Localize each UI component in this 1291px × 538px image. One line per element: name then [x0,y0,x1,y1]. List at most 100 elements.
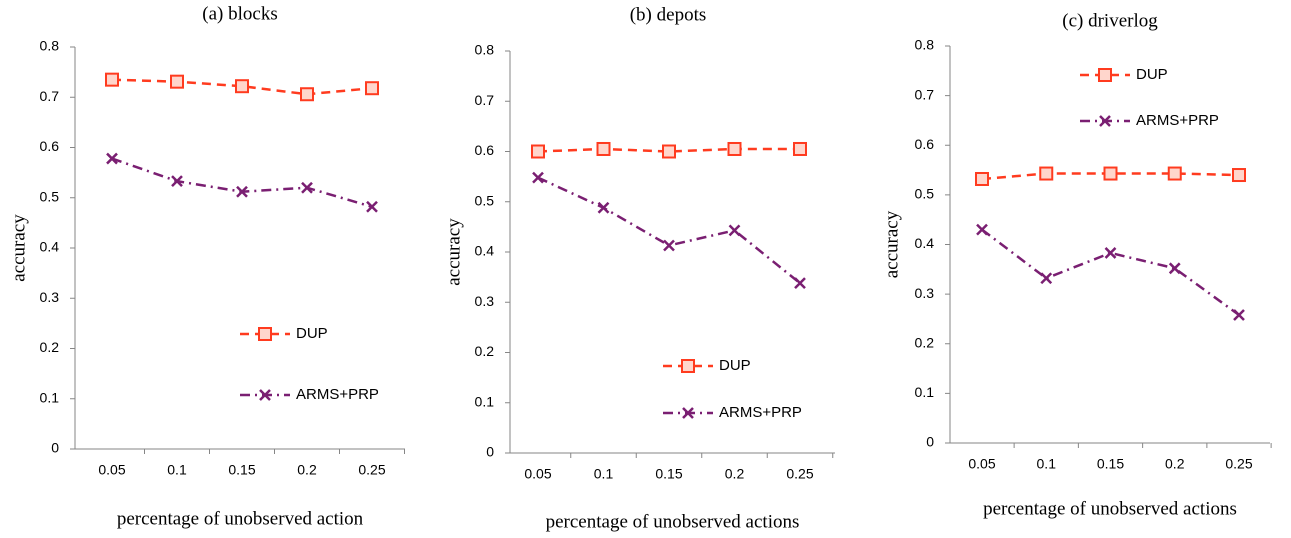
x-tick-label: 0.1 [594,466,614,482]
chart-title: (b) depots [630,4,707,25]
x-axis-label: percentage of unobserved actions [983,498,1237,519]
chart-title: (a) blocks [202,3,277,24]
y-tick-label: 0.8 [915,37,935,53]
y-axis-label: accuracy [881,210,902,278]
marker-square [1039,166,1054,181]
y-tick-label: 0.1 [40,389,60,405]
y-axis-label: accuracy [8,214,29,282]
legend-marker [259,389,271,401]
x-tick-label: 0.15 [1097,456,1124,472]
marker-x [663,239,675,252]
legend-label: DUP [1136,66,1168,83]
y-tick-label: 0.8 [475,42,495,58]
marker-square [170,74,184,89]
y-tick-label: 0.5 [40,188,60,204]
y-tick-label: 0.1 [915,384,935,400]
marker-square [596,141,611,156]
marker-x [1233,309,1245,321]
chart: (b) depots 0 0.1 0.2 0.3 0.4 0.5 0.6 0.7 0.8 0.05 0… [443,4,835,532]
legend-marker [682,407,694,419]
y-tick-label: 0.6 [915,136,935,152]
legend-label: DUP [719,357,751,374]
series-line [537,147,800,153]
y-tick-label: 0.3 [40,289,60,305]
x-tick-label: 0.25 [786,466,813,482]
legend-label: ARMS+PRP [1136,112,1219,129]
x-tick-label: 0.05 [524,466,551,482]
x-tick-label: 0.05 [98,462,125,478]
marker-square [1103,166,1118,181]
marker-x [366,200,378,213]
x-axis-label: percentage of unobserved actions [546,511,800,532]
x-tick-label: 0.2 [1165,456,1185,472]
legend-label: DUP [296,325,328,342]
marker-x [1104,247,1117,259]
series-line [537,176,801,285]
y-axis-label: accuracy [443,218,464,286]
marker-square [531,144,545,159]
marker-x [1168,262,1181,275]
marker-square [727,141,742,156]
marker-square [793,141,807,156]
legend-marker [258,327,272,341]
marker-square [365,81,379,96]
marker-x [976,223,988,236]
marker-x [236,185,248,198]
y-tick-label: 0.7 [915,86,935,102]
legend-label: ARMS+PRP [296,386,379,403]
series-line [981,228,1240,316]
y-tick-label: 0.2 [40,339,60,355]
marker-square [300,87,314,102]
y-tick-label: 0.8 [40,38,60,54]
legend-marker [681,359,695,373]
marker-square [975,171,989,186]
x-tick-label: 0.1 [167,462,187,478]
legend-marker [1099,115,1111,127]
marker-x [106,152,118,165]
y-tick-label: 0.6 [475,142,495,158]
chart: (a) blocks 0 0.1 0.2 0.3 0.4 0.5 0.6 0.7 0.8 0.05 0… [8,3,405,529]
y-tick-label: 0.4 [40,239,60,255]
x-tick-label: 0.2 [297,462,317,478]
marker-square [105,72,119,87]
marker-x [794,277,806,290]
y-tick-label: 0.1 [475,393,495,409]
x-tick-label: 0.05 [968,456,995,472]
series-line [111,78,373,96]
x-tick-label: 0.25 [358,462,385,478]
y-tick-label: 0.2 [475,343,495,359]
chart-title: (c) driverlog [1062,10,1158,31]
x-axis-label: percentage of unobserved action [117,508,364,529]
y-tick-label: 0.7 [40,88,60,104]
y-tick-label: 0.5 [475,192,495,208]
y-tick-label: 0.5 [915,186,935,202]
y-tick-label: 0.4 [475,243,495,259]
legend-marker [1098,68,1112,82]
y-tick-label: 0.7 [475,92,495,108]
marker-x [1040,272,1053,285]
legend-label: ARMS+PRP [719,404,802,421]
marker-square [235,79,249,94]
marker-x [301,181,313,194]
marker-x [171,175,183,188]
marker-x [728,224,741,237]
x-tick-label: 0.15 [228,462,255,478]
y-tick-label: 0.4 [915,235,935,251]
marker-x [597,201,610,214]
chart: (c) driverlog 0 0.1 0.2 0.3 0.4 0.5 0.6 0.7 0.8 0.… [881,10,1272,519]
marker-square [1167,166,1182,181]
y-tick-label: 0 [51,440,59,456]
y-tick-label: 0 [926,434,934,450]
y-tick-label: 0.3 [915,285,935,301]
x-tick-label: 0.2 [725,466,745,482]
series-line [111,157,373,208]
marker-square [662,144,676,159]
y-tick-label: 0 [486,444,494,460]
x-tick-label: 0.1 [1037,456,1057,472]
marker-square [1232,168,1246,183]
x-tick-label: 0.25 [1225,456,1252,472]
x-tick-label: 0.15 [655,466,682,482]
y-tick-label: 0.3 [475,293,495,309]
y-tick-label: 0.2 [915,334,935,350]
